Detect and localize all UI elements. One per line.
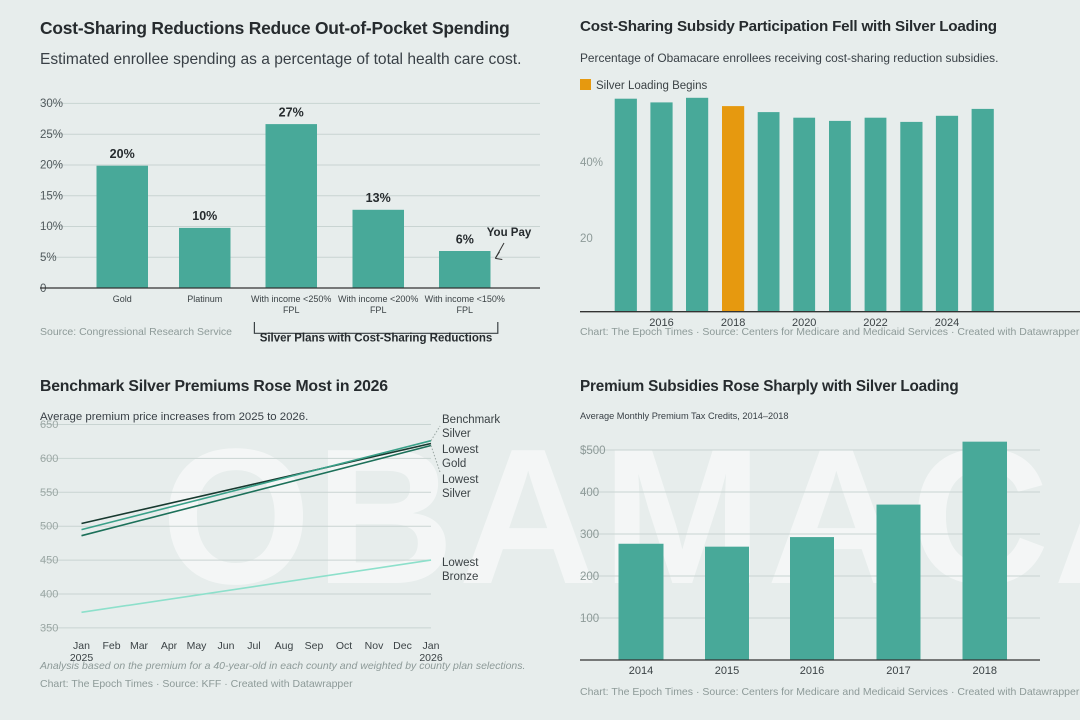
svg-text:650: 650 — [40, 419, 58, 431]
svg-text:Apr: Apr — [161, 640, 178, 652]
svg-text:Feb: Feb — [102, 640, 120, 652]
svg-text:Lowest: Lowest — [442, 557, 479, 569]
svg-text:FPL: FPL — [370, 305, 387, 315]
svg-text:15%: 15% — [40, 190, 63, 202]
svg-text:Sep: Sep — [305, 640, 324, 652]
svg-text:Jan: Jan — [423, 640, 440, 652]
svg-text:5%: 5% — [40, 252, 57, 264]
svg-text:FPL: FPL — [457, 305, 474, 315]
svg-text:You Pay: You Pay — [487, 227, 532, 239]
svg-text:20: 20 — [580, 233, 593, 245]
svg-text:300: 300 — [580, 529, 599, 541]
svg-text:Gold: Gold — [442, 458, 466, 470]
svg-text:Bronze: Bronze — [442, 571, 478, 583]
svg-text:Jul: Jul — [247, 640, 260, 652]
svg-text:Benchmark: Benchmark — [442, 414, 500, 426]
svg-text:20%: 20% — [110, 147, 135, 161]
svg-text:2018: 2018 — [973, 665, 997, 677]
svg-text:With income <150%: With income <150% — [425, 294, 505, 304]
svg-text:Oct: Oct — [336, 640, 352, 652]
svg-text:600: 600 — [40, 453, 58, 465]
svg-text:450: 450 — [40, 555, 58, 567]
svg-text:200: 200 — [580, 571, 599, 583]
svg-text:500: 500 — [40, 521, 58, 533]
svg-text:Lowest: Lowest — [442, 444, 479, 456]
svg-text:400: 400 — [580, 487, 599, 499]
svg-text:Lowest: Lowest — [442, 474, 479, 486]
svg-text:30%: 30% — [40, 98, 63, 110]
svg-text:40%: 40% — [580, 157, 603, 169]
svg-text:Gold: Gold — [113, 294, 132, 304]
svg-text:With income <200%: With income <200% — [338, 294, 418, 304]
svg-text:2016: 2016 — [800, 665, 824, 677]
svg-text:10%: 10% — [192, 209, 217, 223]
svg-text:2014: 2014 — [629, 665, 653, 677]
svg-text:$500: $500 — [580, 445, 606, 457]
svg-text:27%: 27% — [279, 106, 304, 120]
svg-text:13%: 13% — [366, 191, 391, 205]
svg-text:Silver Plans with Cost-Sharing: Silver Plans with Cost-Sharing Reduction… — [260, 332, 493, 344]
svg-text:Nov: Nov — [365, 640, 384, 652]
svg-text:25%: 25% — [40, 129, 63, 141]
svg-text:Mar: Mar — [130, 640, 149, 652]
svg-text:Aug: Aug — [275, 640, 294, 652]
svg-text:400: 400 — [40, 589, 58, 601]
svg-text:0: 0 — [40, 283, 46, 295]
svg-text:Dec: Dec — [393, 640, 412, 652]
svg-text:Platinum: Platinum — [187, 294, 222, 304]
svg-text:100: 100 — [580, 613, 599, 625]
svg-text:Silver: Silver — [442, 488, 471, 500]
svg-text:550: 550 — [40, 487, 58, 499]
svg-text:May: May — [187, 640, 208, 652]
svg-text:10%: 10% — [40, 221, 63, 233]
svg-text:350: 350 — [40, 622, 58, 634]
svg-text:20%: 20% — [40, 160, 63, 172]
svg-text:Jun: Jun — [218, 640, 235, 652]
svg-text:FPL: FPL — [283, 305, 300, 315]
svg-text:2015: 2015 — [715, 665, 739, 677]
svg-text:6%: 6% — [456, 232, 474, 246]
svg-text:Jan: Jan — [73, 640, 90, 652]
svg-text:2017: 2017 — [886, 665, 910, 677]
svg-text:With income <250%: With income <250% — [251, 294, 331, 304]
svg-text:Silver: Silver — [442, 428, 471, 440]
